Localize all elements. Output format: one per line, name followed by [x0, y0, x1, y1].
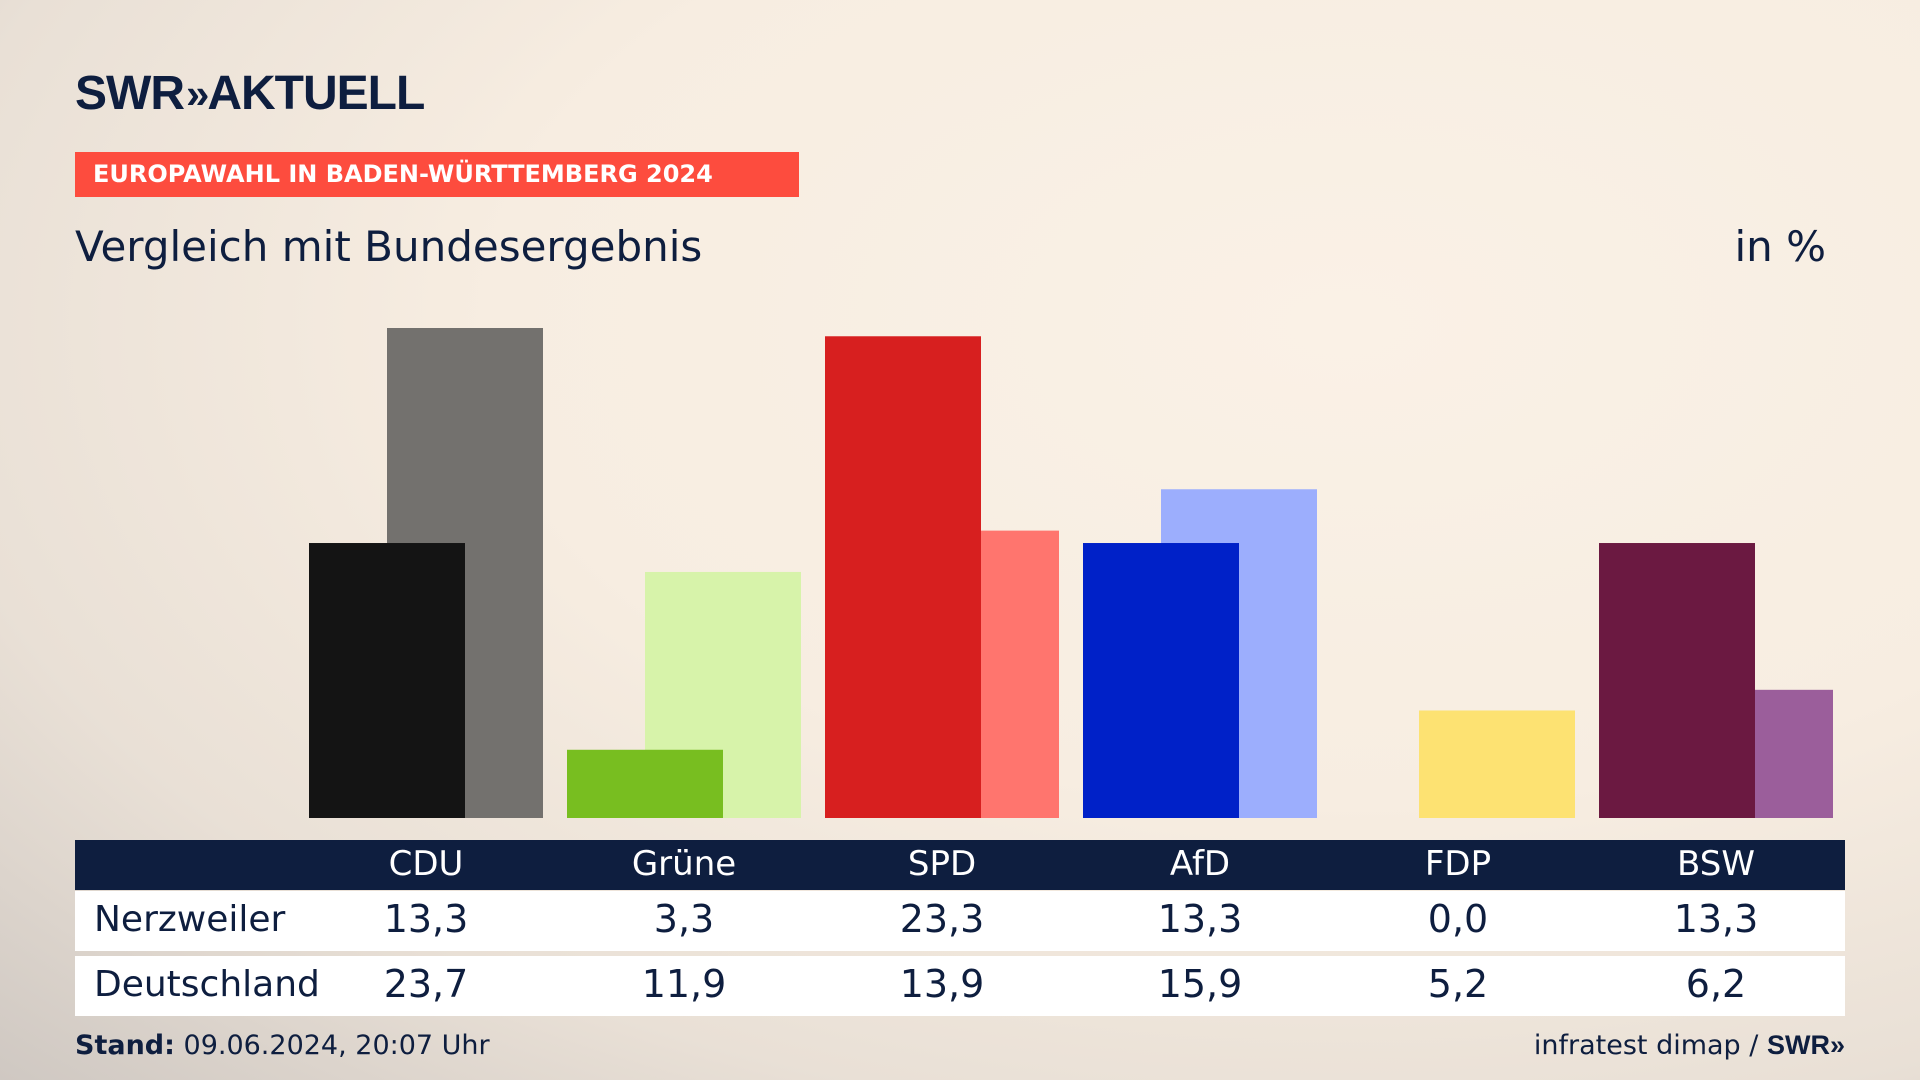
- swr-logo-small: SWR»: [1766, 1030, 1845, 1060]
- bar-local-grüne: [567, 749, 723, 818]
- value-national-spd: 13,9: [899, 962, 985, 1006]
- source-credit: infratest dimap / SWR»: [1534, 1030, 1845, 1061]
- stand-label: Stand:: [75, 1030, 175, 1061]
- row-label-national: Deutschland: [94, 964, 320, 1005]
- value-local-spd: 23,3: [899, 897, 985, 941]
- swr-aktuell-logo: SWR » AKTUELL: [75, 66, 425, 121]
- value-local-bsw: 13,3: [1673, 897, 1759, 941]
- column-header-spd: SPD: [907, 844, 977, 884]
- logo-swr-text: SWR: [75, 67, 185, 120]
- topic-banner: EUROPAWAHL IN BADEN-WÜRTTEMBERG 2024: [75, 152, 799, 197]
- bar-local-spd: [825, 336, 981, 818]
- value-local-cdu: 13,3: [383, 897, 469, 941]
- stand-value: 09.06.2024, 20:07 Uhr: [183, 1030, 490, 1061]
- value-national-fdp: 5,2: [1427, 962, 1489, 1006]
- value-national-grüne: 11,9: [641, 962, 727, 1006]
- bar-local-bsw: [1599, 543, 1755, 818]
- value-local-fdp: 0,0: [1427, 897, 1489, 941]
- column-header-afd: AfD: [1169, 844, 1231, 884]
- timestamp: Stand: 09.06.2024, 20:07 Uhr: [75, 1030, 490, 1061]
- column-header-cdu: CDU: [388, 844, 464, 884]
- value-local-grüne: 3,3: [653, 897, 715, 941]
- bar-national-fdp: [1419, 710, 1575, 818]
- bar-local-afd: [1083, 543, 1239, 818]
- bar-local-cdu: [309, 543, 465, 818]
- row-label-local: Nerzweiler: [94, 899, 286, 940]
- unit-label: in %: [1734, 222, 1826, 271]
- column-header-grüne: Grüne: [631, 844, 737, 884]
- table-row: [75, 956, 1845, 1016]
- column-header-bsw: BSW: [1677, 844, 1755, 884]
- value-national-cdu: 23,7: [383, 962, 469, 1006]
- value-national-bsw: 6,2: [1685, 962, 1747, 1006]
- chart-subtitle: Vergleich mit Bundesergebnis: [75, 222, 703, 271]
- source-text: infratest dimap /: [1533, 1030, 1759, 1061]
- value-national-afd: 15,9: [1157, 962, 1243, 1006]
- logo-product-text: AKTUELL: [207, 67, 425, 120]
- column-header-fdp: FDP: [1424, 844, 1492, 884]
- table-header-bar: [75, 840, 1845, 890]
- table-row: [75, 891, 1845, 951]
- bar-chart: [309, 328, 1833, 818]
- value-local-afd: 13,3: [1157, 897, 1243, 941]
